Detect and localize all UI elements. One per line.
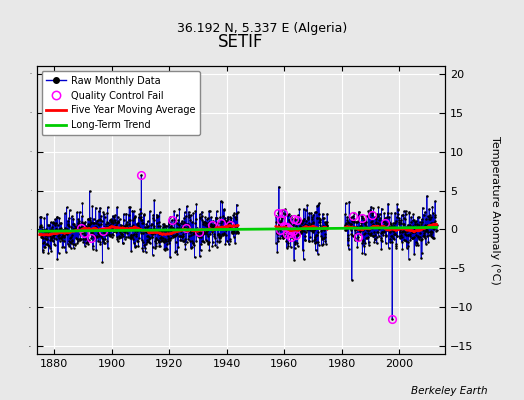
Title: SETIF: SETIF [219,32,264,50]
Text: Berkeley Earth: Berkeley Earth [411,386,487,396]
Legend: Raw Monthly Data, Quality Control Fail, Five Year Moving Average, Long-Term Tren: Raw Monthly Data, Quality Control Fail, … [41,71,200,135]
Text: 36.192 N, 5.337 E (Algeria): 36.192 N, 5.337 E (Algeria) [177,22,347,35]
Y-axis label: Temperature Anomaly (°C): Temperature Anomaly (°C) [490,136,500,284]
